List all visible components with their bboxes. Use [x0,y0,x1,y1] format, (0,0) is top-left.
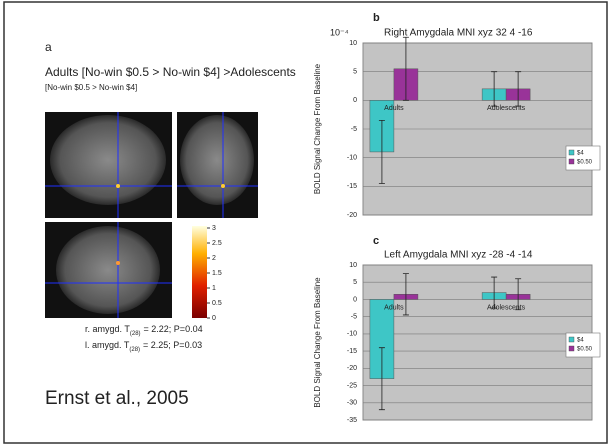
legend-swatch [569,150,574,155]
legend-label: $4 [577,338,584,344]
y-tick-label: 10 [349,40,357,47]
subheading: [No-win $0.5 > No-win $4] [45,83,137,92]
colorbar-tick-label: 2 [212,255,216,262]
y-tick-label: 0 [353,97,357,104]
y-tick-label: -10 [347,155,357,162]
y-tick-label: -20 [347,212,357,219]
panel-label: c [373,235,379,247]
y-tick-label: -25 [347,382,357,389]
panel-label: a [45,40,52,54]
y-tick-label: 5 [353,279,357,286]
axial-image [45,222,172,318]
y-axis-label: BOLD Signal Change From Baseline [313,277,322,408]
legend-label: $0.50 [577,347,593,353]
y-tick-label: 10 [349,262,357,269]
colorbar-tick-label: 1.5 [212,270,222,277]
y-tick-label: -15 [347,183,357,190]
y-tick-label: -30 [347,400,357,407]
colorbar [192,226,207,318]
plot-area [363,265,592,420]
y-tick-label: 0 [353,296,357,303]
y-tick-label: -10 [347,331,357,338]
category-label: Adults [384,105,404,112]
legend-swatch [569,159,574,164]
category-label: Adults [384,304,404,311]
y-axis-label: BOLD Signal Change From Baseline [313,63,322,194]
y-tick-label: -20 [347,365,357,372]
legend-label: $4 [577,151,584,157]
coronal-image [177,112,258,218]
legend-swatch [569,337,574,342]
colorbar-tick-label: 0 [212,315,216,322]
colorbar-tick-label: 2.5 [212,240,222,247]
figure: a Adults [No-win $0.5 > No-win $4] >Adol… [0,0,611,445]
y-tick-label: -15 [347,348,357,355]
y-unit: 10⁻⁴ [330,27,349,37]
citation: Ernst et al., 2005 [45,388,189,409]
legend-swatch [569,346,574,351]
y-tick-label: -5 [351,314,357,321]
colorbar-tick-label: 3 [212,225,216,232]
page: a Adults [No-win $0.5 > No-win $4] >Adol… [0,0,611,445]
sagittal-image [45,112,172,218]
legend-label: $0.50 [577,160,593,166]
category-label: Adolescents [487,105,526,112]
category-label: Adolescents [487,304,526,311]
y-tick-label: -5 [351,126,357,133]
panel-label: b [373,12,380,24]
heading: Adults [No-win $0.5 > No-win $4] >Adoles… [45,65,296,79]
stat-line: r. amygd. T(28)= 2.22; P=0.04 [85,324,203,336]
colorbar-tick-label: 1 [212,285,216,292]
stat-line: l. amygd. T(28)= 2.25; P=0.03 [85,340,202,352]
chart-title: Left Amygdala MNI xyz -28 -4 -14 [384,250,533,261]
colorbar-tick-label: 0.5 [212,300,222,307]
y-tick-label: -35 [347,417,357,424]
y-tick-label: 5 [353,69,357,76]
